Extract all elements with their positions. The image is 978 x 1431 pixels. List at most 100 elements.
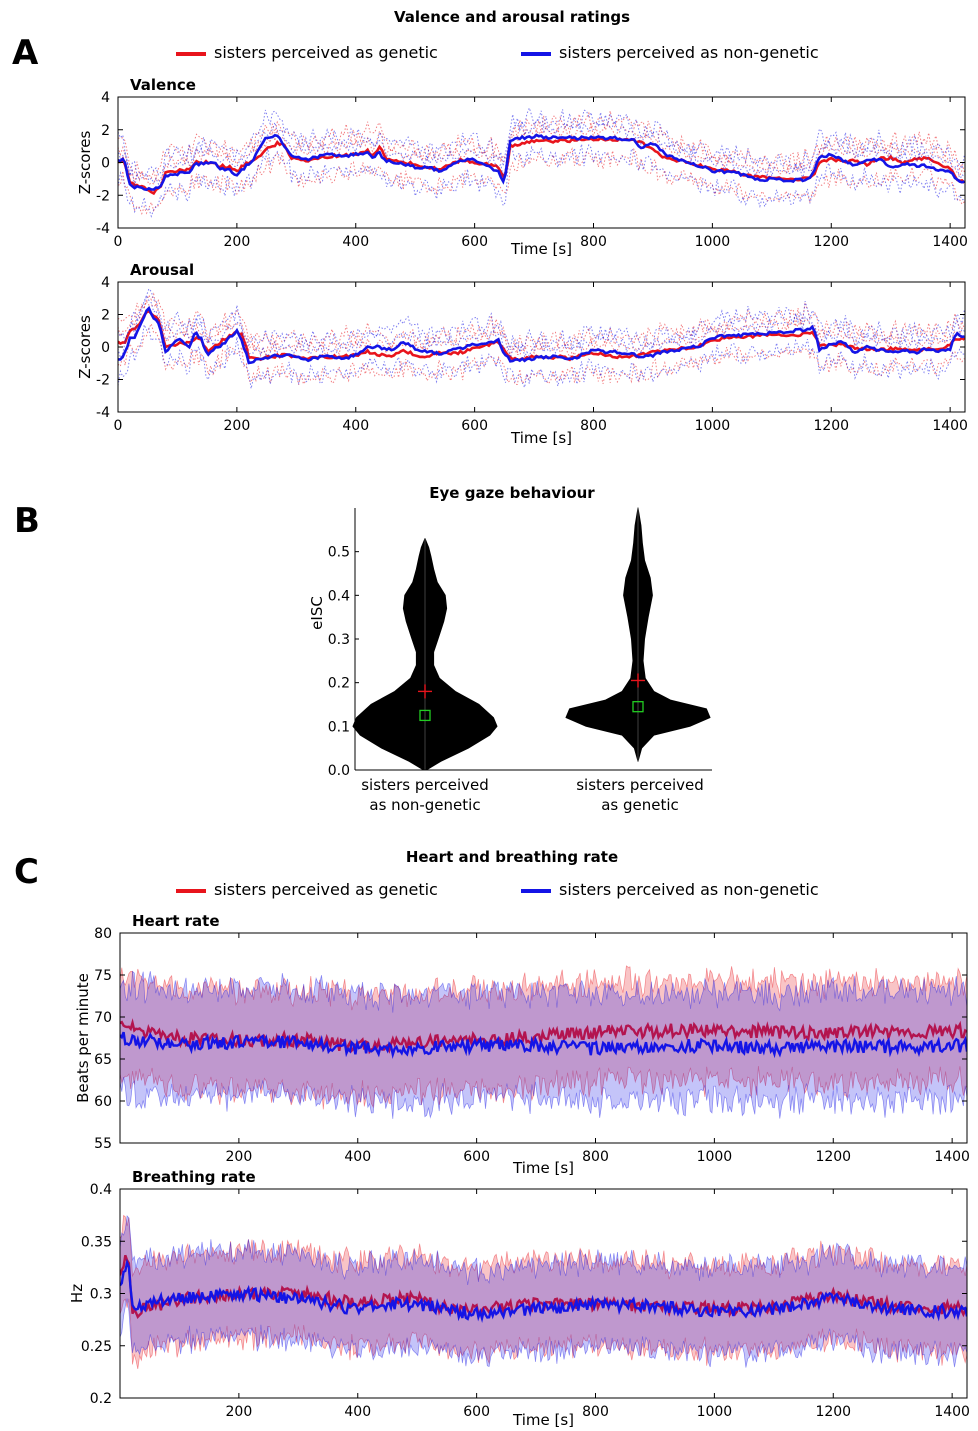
valence-individual-non_genetic-0 xyxy=(118,143,965,218)
valence-ytick-label: -2 xyxy=(96,188,110,204)
legend-swatch-genetic xyxy=(176,51,206,56)
valence-xtick-label: 800 xyxy=(580,234,607,250)
arousal-xtick-label: 1200 xyxy=(813,418,849,434)
arousal-ytick-label: -2 xyxy=(96,373,110,389)
valence-series-genetic xyxy=(118,136,965,196)
panel-a-title: Valence and arousal ratings xyxy=(393,8,631,26)
breathing_rate-xlabel: Time [s] xyxy=(512,1411,574,1429)
valence-subplot-title: Valence xyxy=(130,76,196,94)
valence-xtick-label: 1200 xyxy=(813,234,849,250)
violin-median-marker-0 xyxy=(419,709,431,722)
arousal-xtick-label: 1000 xyxy=(695,418,731,434)
arousal-individual-non_genetic-1 xyxy=(118,287,965,354)
arousal-xtick-label: 1400 xyxy=(932,418,968,434)
valence-individual-genetic-1 xyxy=(118,110,965,181)
violin-0 xyxy=(352,538,498,771)
breathing_rate-xtick-label: 200 xyxy=(226,1404,253,1420)
breathing_rate-ytick-label: 0.3 xyxy=(90,1287,112,1303)
valence-individual-non_genetic-2 xyxy=(118,119,965,187)
breathing_rate-xtick-label: 1400 xyxy=(934,1404,970,1420)
valence-xtick-label: 1000 xyxy=(695,234,731,250)
eye-gaze-ytick-label: 0.0 xyxy=(328,763,350,779)
heart_rate-xtick-label: 200 xyxy=(226,1149,253,1165)
legend-swatch-non-genetic-c xyxy=(521,888,551,893)
heart_rate-ylabel: Beats per minute xyxy=(74,973,92,1103)
heart_rate-band-non_genetic xyxy=(120,970,967,1119)
breathing_rate-ylabel: Hz xyxy=(68,1284,86,1303)
heart_rate-plot-area xyxy=(120,965,967,1119)
arousal-individual-genetic-1 xyxy=(118,292,965,354)
heart_rate-ytick-label: 80 xyxy=(94,926,112,942)
arousal-individual-non_genetic-2 xyxy=(118,294,965,360)
arousal-ytick-label: 2 xyxy=(101,308,110,324)
breathing_rate-xtick-label: 600 xyxy=(463,1404,490,1420)
eye-gaze-ytick-label: 0.1 xyxy=(328,719,350,735)
valence-xtick-label: 0 xyxy=(114,234,123,250)
breathing_rate-ytick-label: 0.35 xyxy=(81,1234,112,1250)
breathing_rate-ytick-label: 0.4 xyxy=(90,1182,112,1198)
valence-xtick-label: 1400 xyxy=(932,234,968,250)
eye-gaze-ytick-label: 0.2 xyxy=(328,676,350,692)
heart_rate-ytick-label: 60 xyxy=(94,1094,112,1110)
heart_rate-xtick-label: 1000 xyxy=(697,1149,733,1165)
arousal-chart: Arousal 0 200 400 600 800 1000 1200 1400 -4 -2 0 2 4 T… xyxy=(76,261,968,447)
heart_rate-xtick-label: 800 xyxy=(582,1149,609,1165)
valence-ytick-label: 0 xyxy=(101,156,110,172)
violin-category-label-0-line2: as non-genetic xyxy=(369,796,480,814)
breathing_rate-xtick-label: 400 xyxy=(344,1404,371,1420)
violin-median-marker-1 xyxy=(632,701,644,713)
arousal-xtick-label: 0 xyxy=(114,418,123,434)
eye-gaze-ytick-label: 0.5 xyxy=(328,545,350,561)
panel-letter-a: A xyxy=(12,33,39,73)
heart_rate-series-non_genetic xyxy=(120,1031,967,1059)
breathing_rate-series-non_genetic xyxy=(120,1258,967,1324)
valence-plot-area xyxy=(118,106,965,218)
violin-category-label-1-line2: as genetic xyxy=(601,796,679,814)
arousal-xtick-label: 800 xyxy=(580,418,607,434)
valence-ytick-label: 2 xyxy=(101,123,110,139)
arousal-individual-non_genetic-0 xyxy=(118,323,965,390)
panel-letter-c: C xyxy=(14,852,39,892)
eye-gaze-ytick-label: 0.4 xyxy=(328,588,350,604)
arousal-plot-area xyxy=(118,287,965,390)
legend-swatch-non-genetic xyxy=(521,51,551,56)
heart_rate-xtick-label: 600 xyxy=(463,1149,490,1165)
violin-1 xyxy=(565,507,711,762)
legend-label-genetic-c: sisters perceived as genetic xyxy=(214,880,438,899)
breathing_rate-xtick-label: 1200 xyxy=(815,1404,851,1420)
arousal-individual-genetic-0 xyxy=(118,322,965,386)
heart_rate-axes-frame xyxy=(119,932,968,1144)
valence-series-non_genetic xyxy=(118,133,965,192)
arousal-xlabel: Time [s] xyxy=(510,429,572,447)
arousal-ytick-label: 4 xyxy=(101,275,110,291)
eye-gaze-ytick-label: 0.3 xyxy=(328,632,350,648)
valence-ylabel: Z-scores xyxy=(76,131,94,195)
heart_rate-xlabel: Time [s] xyxy=(512,1159,574,1177)
arousal-series-non_genetic xyxy=(118,305,965,365)
valence-individual-non_genetic-1 xyxy=(118,106,965,177)
heart_rate-xtick-label: 400 xyxy=(344,1149,371,1165)
legend-item-non-genetic-c: sisters perceived as non-genetic xyxy=(521,880,819,899)
eye-gaze-ylabel: eISC xyxy=(308,596,326,630)
panel-c-title: Heart and breathing rate xyxy=(405,848,619,866)
breathing_rate-ytick-label: 0.2 xyxy=(90,1391,112,1407)
panel-c-legend: sisters perceived as genetic sisters per… xyxy=(176,880,876,904)
breathing_rate-ytick-label: 0.25 xyxy=(81,1339,112,1355)
panel-a-legend: sisters perceived as genetic sisters per… xyxy=(176,43,876,67)
valence-xtick-label: 400 xyxy=(342,234,369,250)
valence-xtick-label: 600 xyxy=(461,234,488,250)
legend-swatch-genetic-c xyxy=(176,888,206,893)
heart_rate-series-genetic xyxy=(120,1018,967,1055)
violin-category-label-0-line1: sisters perceived xyxy=(361,776,489,794)
heart_rate-ytick-label: 75 xyxy=(94,968,112,984)
valence-ytick-label: 4 xyxy=(101,90,110,106)
arousal-xtick-label: 600 xyxy=(461,418,488,434)
breathing_rate-xtick-label: 1000 xyxy=(697,1404,733,1420)
legend-item-genetic-c: sisters perceived as genetic xyxy=(176,880,438,899)
breathing_rate-xtick-label: 800 xyxy=(582,1404,609,1420)
heart_rate-xtick-label: 1200 xyxy=(815,1149,851,1165)
legend-item-genetic: sisters perceived as genetic xyxy=(176,43,438,62)
panel-letter-b: B xyxy=(14,501,40,541)
arousal-ytick-label: -4 xyxy=(96,405,110,421)
eye-gaze-chart: Eye gaze behaviour sisters perceived as no… xyxy=(308,484,712,814)
